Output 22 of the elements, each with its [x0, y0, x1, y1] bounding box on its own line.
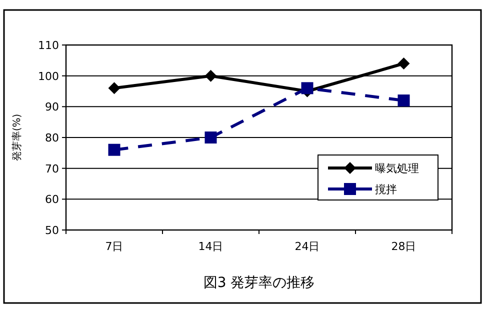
text: 図3 発芽率の推移: [203, 275, 315, 291]
x-tick-label: 7日: [105, 240, 124, 253]
point: [301, 82, 314, 94]
x-tick-label: 14日: [198, 240, 224, 253]
legend-label: 撹拌: [375, 183, 397, 196]
y-tick-label: 60: [45, 193, 59, 206]
point: [204, 132, 217, 144]
point: [398, 58, 410, 70]
point: [108, 144, 120, 156]
point: [398, 94, 410, 106]
x-tick-label: 24日: [294, 240, 320, 253]
y-axis-title: 発芽率(%): [11, 114, 23, 162]
x-tick-label: 28日: [391, 240, 416, 253]
y-tick-label: 100: [38, 70, 59, 83]
legend-label: 曝気処理: [375, 162, 419, 175]
y-tick-label: 50: [45, 224, 59, 237]
point: [204, 70, 217, 82]
y-tick-label: 80: [45, 132, 59, 144]
y-tick-label: 110: [38, 39, 59, 52]
point: [108, 82, 120, 94]
y-tick-label: 70: [45, 162, 59, 176]
y-tick-label: 90: [45, 100, 59, 114]
